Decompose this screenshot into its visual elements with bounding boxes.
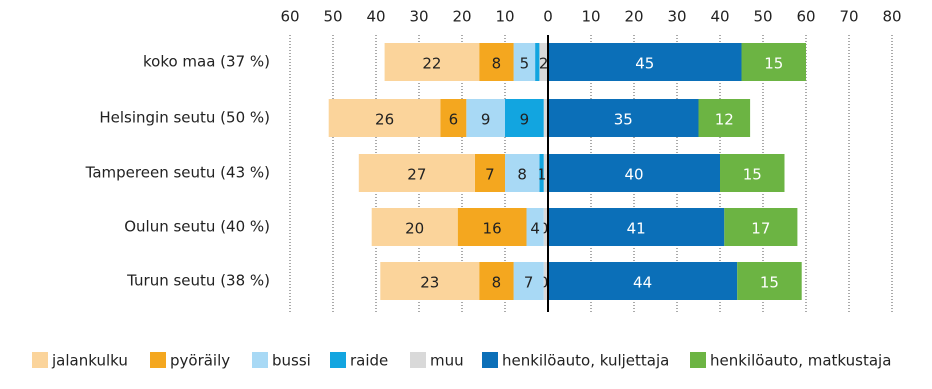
data-label: 8 <box>517 166 527 184</box>
y-tick-label: Tampereen seutu (43 %) <box>85 164 270 182</box>
bar-segment <box>539 43 548 81</box>
bar-segment <box>543 99 548 137</box>
data-label: 2 <box>539 55 549 73</box>
data-label: 4 <box>530 220 540 238</box>
x-tick-label: 60 <box>280 8 299 26</box>
data-label: 35 <box>614 111 633 129</box>
bar-segment <box>548 154 720 192</box>
x-tick-label: 10 <box>495 8 514 26</box>
bar-segment <box>548 208 725 246</box>
x-tick-label: 50 <box>323 8 342 26</box>
data-label: 0 <box>539 274 549 292</box>
legend-label: henkilöauto, matkustaja <box>710 352 891 370</box>
bar-segment <box>737 262 802 300</box>
data-label: 9 <box>520 111 530 129</box>
bar-segment <box>513 262 544 300</box>
bar-segment <box>466 99 505 137</box>
bar-segment <box>698 99 751 137</box>
bar-segment <box>440 99 467 137</box>
y-tick-label: Helsingin seutu (50 %) <box>99 109 270 127</box>
bar-segment <box>380 262 480 300</box>
bar-segment <box>741 43 806 81</box>
data-label: 45 <box>635 55 654 73</box>
data-label: 23 <box>420 274 439 292</box>
data-label: 7 <box>524 274 534 292</box>
data-label: 1 <box>537 166 547 184</box>
bar-segment <box>371 208 458 246</box>
data-label: 15 <box>760 274 779 292</box>
data-label: 6 <box>449 111 459 129</box>
bar-segment <box>457 208 527 246</box>
legend-label: henkilöauto, kuljettaja <box>502 352 669 370</box>
legend-label: jalankulku <box>51 352 128 370</box>
data-label: 7 <box>485 166 495 184</box>
x-tick-label: 80 <box>882 8 901 26</box>
bar-segment <box>539 154 544 192</box>
bar-segment <box>543 262 548 300</box>
bar-segment <box>384 43 480 81</box>
legend-swatch <box>410 352 426 368</box>
x-tick-label: 40 <box>366 8 385 26</box>
legend-label: raide <box>350 352 388 370</box>
y-tick-label: koko maa (37 %) <box>143 53 270 71</box>
legend-swatch <box>690 352 706 368</box>
y-tick-label: Oulun seutu (40 %) <box>124 218 270 236</box>
x-tick-label: 20 <box>452 8 471 26</box>
bar-segment <box>548 99 699 137</box>
data-label: 15 <box>743 166 762 184</box>
data-label: 8 <box>492 274 502 292</box>
data-label: 27 <box>407 166 426 184</box>
legend-swatch <box>150 352 166 368</box>
data-label: 12 <box>715 111 734 129</box>
bar-segment <box>358 154 475 192</box>
x-tick-label: 70 <box>839 8 858 26</box>
bar-segment <box>535 43 540 81</box>
bar-segment <box>543 154 548 192</box>
data-label: 8 <box>492 55 502 73</box>
bar-segment <box>724 208 798 246</box>
bar-segment <box>479 43 514 81</box>
data-label: 44 <box>633 274 652 292</box>
bar-segment <box>548 43 742 81</box>
legend-label: pyöräily <box>170 352 230 370</box>
x-tick-label: 30 <box>667 8 686 26</box>
data-label: 20 <box>405 220 424 238</box>
y-tick-label: Turun seutu (38 %) <box>126 272 270 290</box>
bar-segment <box>505 99 544 137</box>
data-label: 41 <box>627 220 646 238</box>
x-tick-label: 10 <box>581 8 600 26</box>
bar-segment <box>479 262 514 300</box>
data-label: 15 <box>764 55 783 73</box>
x-tick-label: 60 <box>796 8 815 26</box>
data-label: 16 <box>483 220 502 238</box>
x-tick-label: 30 <box>409 8 428 26</box>
legend-label: bussi <box>272 352 311 370</box>
legend-swatch <box>482 352 498 368</box>
data-label: 22 <box>422 55 441 73</box>
data-label: 17 <box>751 220 770 238</box>
bar-segment <box>548 262 738 300</box>
data-label: 9 <box>481 111 491 129</box>
legend-swatch <box>252 352 268 368</box>
legend-swatch <box>330 352 346 368</box>
legend-label: muu <box>430 352 464 370</box>
legend-swatch <box>32 352 48 368</box>
bar-segment <box>526 208 544 246</box>
x-tick-label: 20 <box>624 8 643 26</box>
bar-segment <box>474 154 505 192</box>
bar-segment <box>505 154 540 192</box>
x-tick-label: 0 <box>543 8 553 26</box>
bar-segment <box>513 43 536 81</box>
data-label: 40 <box>624 166 643 184</box>
bar-segment <box>720 154 785 192</box>
data-label: 5 <box>520 55 530 73</box>
data-label: 26 <box>375 111 394 129</box>
x-tick-label: 40 <box>710 8 729 26</box>
x-tick-label: 50 <box>753 8 772 26</box>
bar-segment <box>328 99 441 137</box>
bar-segment <box>543 208 548 246</box>
